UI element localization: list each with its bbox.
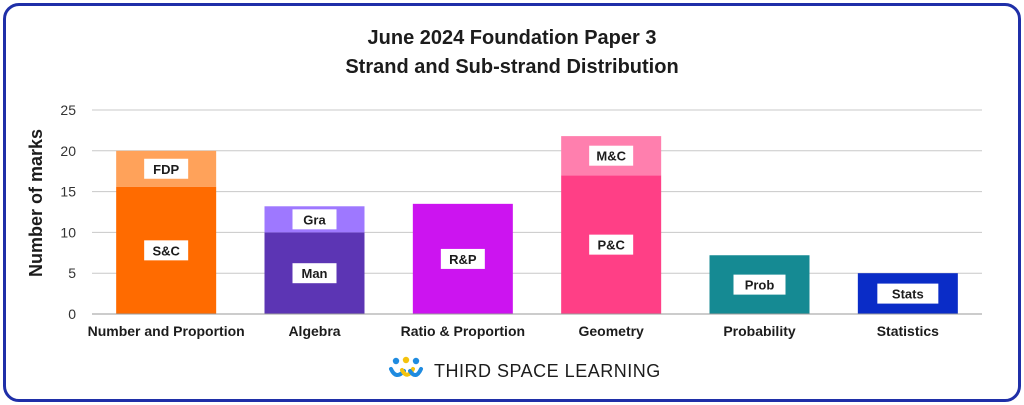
brand-footer: THIRD SPACE LEARNING: [388, 356, 661, 387]
segment-label-box: [589, 234, 634, 255]
y-axis-label: Number of marks: [26, 129, 46, 277]
segment-label-box: [292, 263, 337, 284]
segment-label: Stats: [892, 287, 924, 302]
y-axis-ticks: 0 5 10 15 20 25: [60, 102, 76, 322]
x-category-label: Number and Proportion: [88, 323, 245, 339]
x-category-label: Statistics: [877, 323, 939, 339]
segment-label: Gra: [303, 212, 326, 227]
segment-label-box: [589, 145, 634, 166]
segment-label-box: [144, 158, 189, 179]
x-axis-categories: Number and Proportion Algebra Ratio & Prop…: [88, 323, 940, 339]
segment-label: M&C: [596, 149, 626, 164]
y-tick-label: 5: [68, 265, 76, 281]
x-category-label: Geometry: [578, 323, 644, 339]
y-tick-label: 20: [60, 143, 76, 159]
tsl-logo-icon: [388, 356, 424, 387]
bars: S&C FDP Man Gra R&P P&C M&C Prob Stats: [92, 136, 982, 315]
chart-subtitle: Strand and Sub-strand Distribution: [345, 56, 679, 78]
y-tick-label: 10: [60, 224, 76, 240]
segment-label-box: [292, 209, 337, 230]
x-category-label: Algebra: [288, 323, 340, 339]
y-tick-label: 15: [60, 184, 76, 200]
segment-label: FDP: [153, 162, 179, 177]
chart-title: June 2024 Foundation Paper 3: [367, 27, 657, 49]
segment-label-box: [440, 248, 485, 269]
segment-label: S&C: [152, 243, 180, 258]
y-tick-label: 0: [68, 306, 76, 322]
x-category-label: Probability: [723, 323, 796, 339]
segment-label-box: [144, 240, 189, 261]
segment-label-box: [733, 274, 786, 295]
segment-label: Prob: [745, 278, 775, 293]
brand-name: THIRD SPACE LEARNING: [434, 360, 661, 381]
segment-label: Man: [302, 266, 328, 281]
x-category-label: Ratio & Proportion: [401, 323, 525, 339]
segment-label-box: [877, 283, 939, 304]
segment-label: R&P: [449, 252, 477, 267]
y-tick-label: 25: [60, 102, 76, 118]
segment-label: P&C: [597, 238, 625, 253]
grid-lines: [92, 109, 982, 315]
